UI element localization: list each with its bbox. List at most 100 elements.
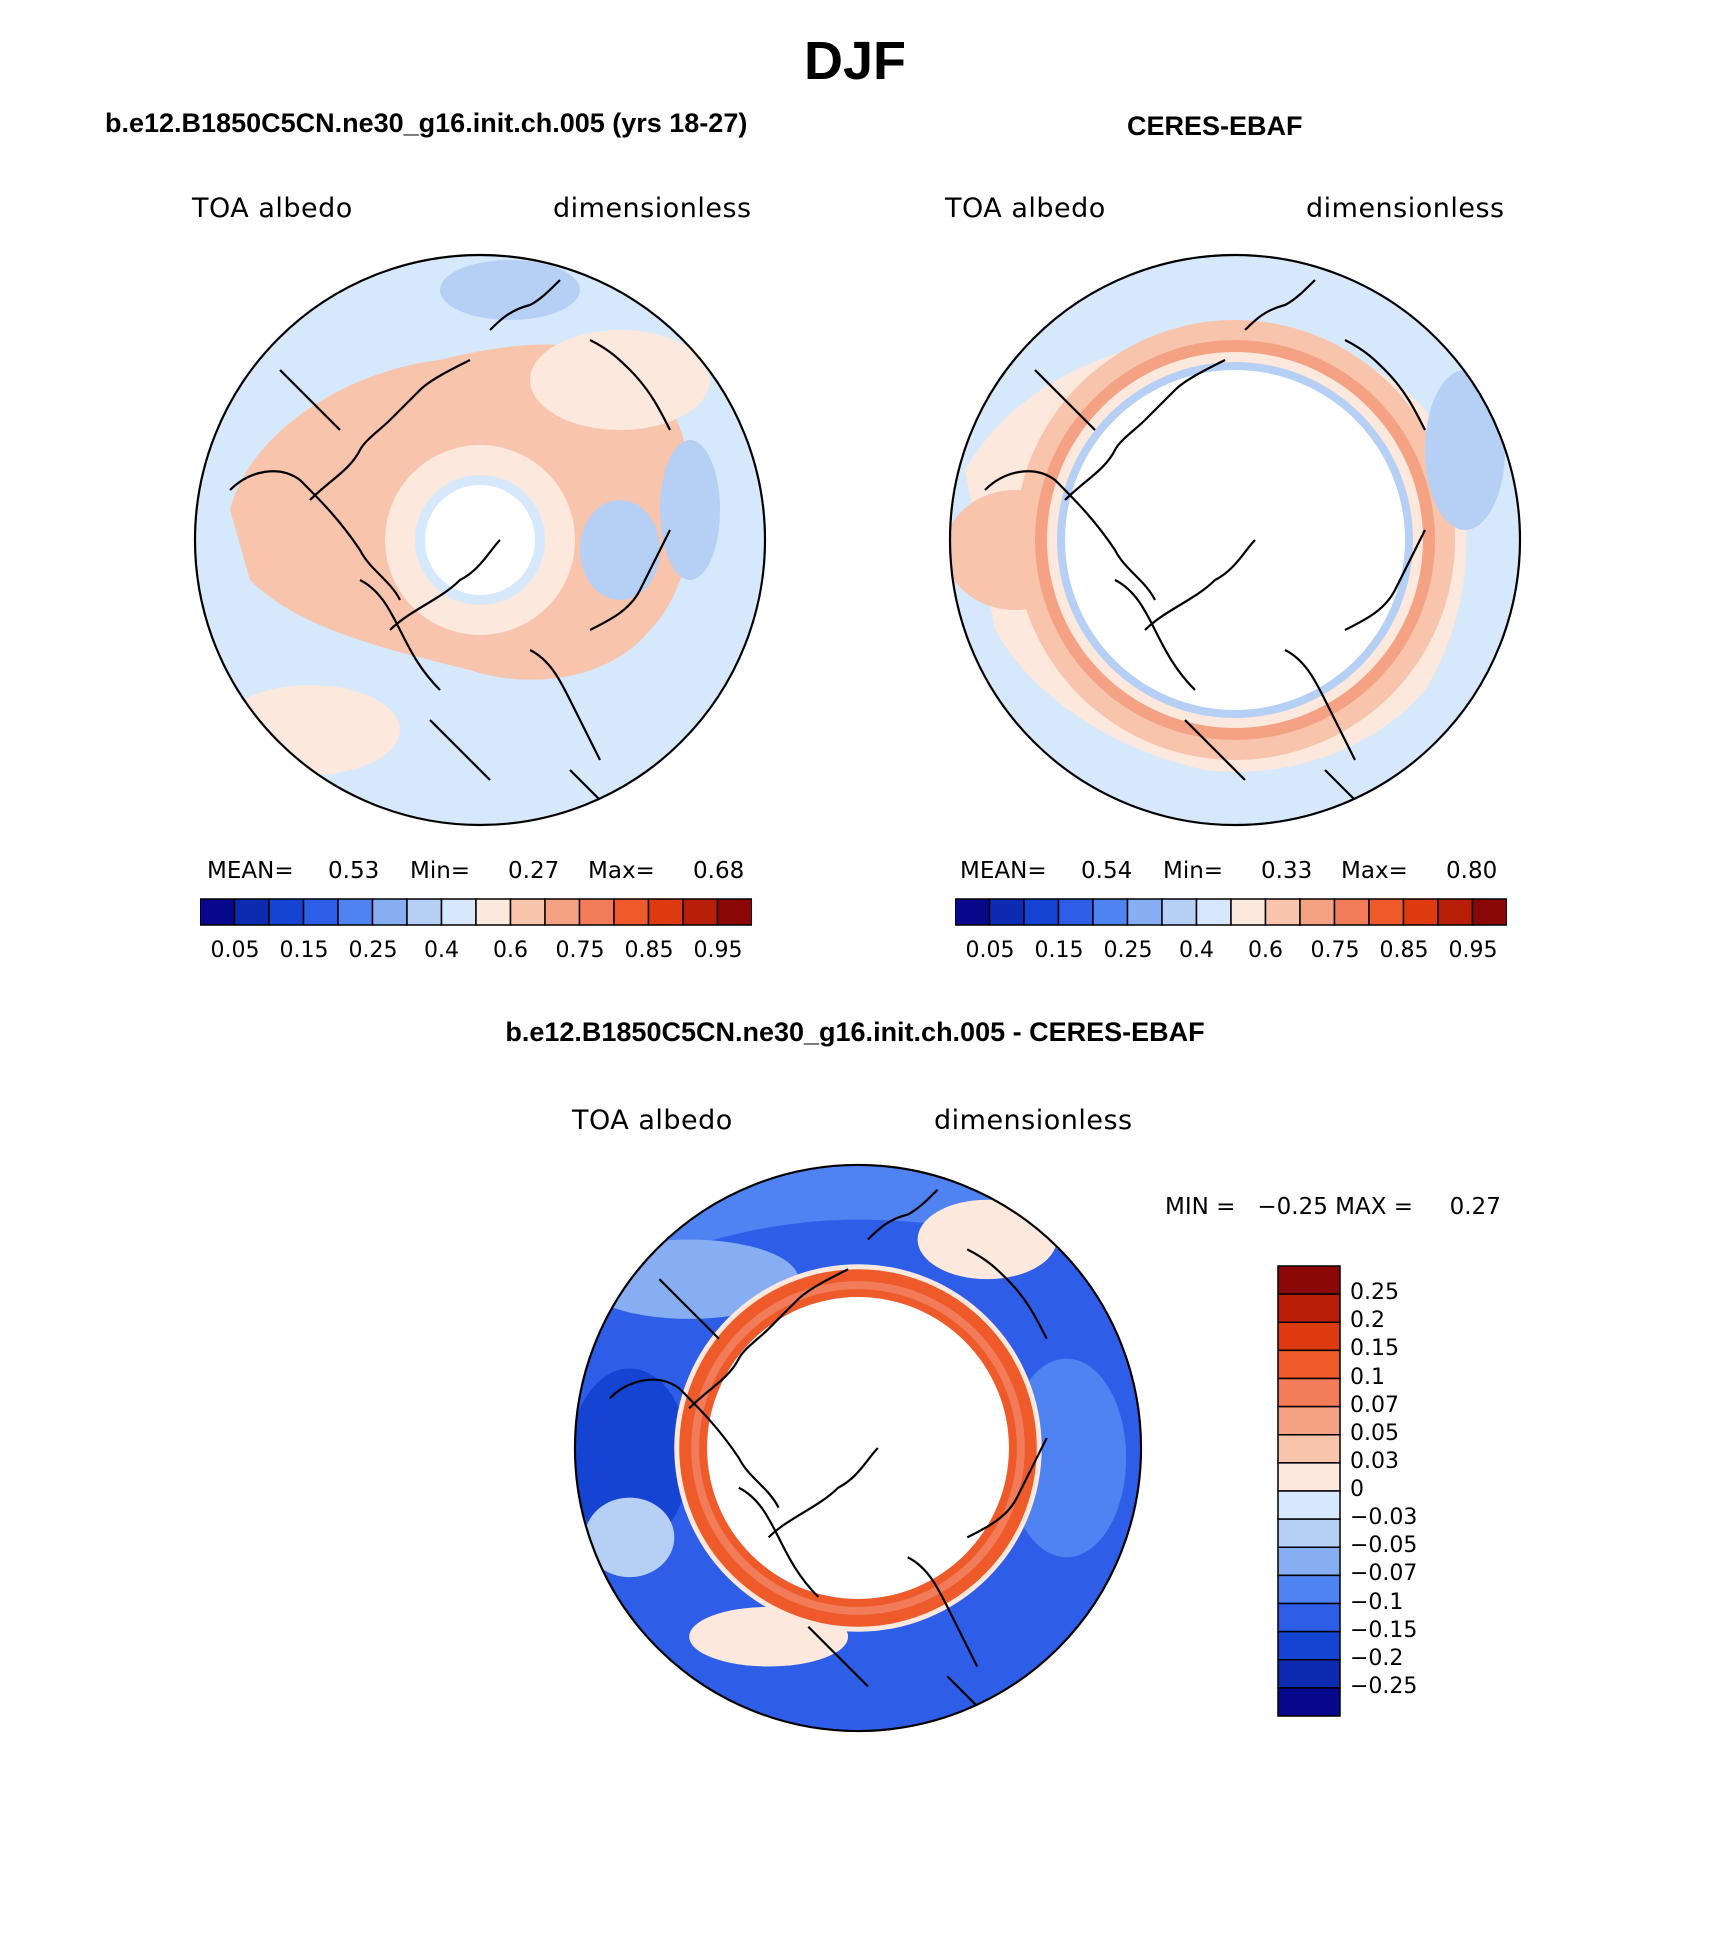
colorbar-swatch — [268, 898, 305, 926]
colorbar-swatch — [1437, 898, 1474, 926]
colorbar-tick-label: 0.6 — [493, 938, 528, 963]
colorbar-swatch — [337, 898, 374, 926]
panel-1-colorbar-ticks: 0.05 0.15 0.25 0.4 0.6 0.75 0.85 0.95 — [195, 938, 755, 968]
missing-data-polar-cap — [707, 1297, 1009, 1599]
map-border — [948, 253, 1522, 827]
colorbar-tick-label: 0.07 — [1350, 1392, 1399, 1418]
colorbar-swatch — [1277, 1659, 1341, 1689]
colorbar-swatch — [1277, 1349, 1341, 1380]
colorbar-swatch — [955, 898, 991, 926]
colorbar-swatch — [1277, 1377, 1341, 1408]
colorbar-tick-label: −0.15 — [1350, 1617, 1418, 1643]
colorbar-swatch — [1277, 1630, 1341, 1661]
panel-2-left-label: TOA albedo — [945, 193, 1106, 224]
difference-region — [917, 1199, 1057, 1280]
coastlines — [984, 279, 1426, 825]
colorbar-tick-label: −0.1 — [1350, 1589, 1404, 1615]
colorbar-swatch — [1402, 898, 1439, 926]
colorbar-swatch — [1277, 1405, 1341, 1436]
colorbar-swatch — [1277, 1490, 1341, 1520]
missing-data-polar-cap — [425, 485, 535, 595]
colorbar-tick-label: 0.15 — [1034, 938, 1084, 963]
colorbar-tick-label: 0.75 — [1310, 938, 1360, 963]
panel-1-left-label: TOA albedo — [192, 193, 353, 224]
colorbar-swatch — [647, 898, 684, 926]
difference-colorbar — [1277, 1265, 1341, 1717]
colorbar-tick-label: −0.07 — [1350, 1561, 1418, 1587]
panel-2-min-label: Min= — [1163, 858, 1224, 884]
albedo-low-region — [660, 440, 720, 580]
colorbar-swatch — [1023, 898, 1060, 926]
panel-2-mean-label: MEAN= — [960, 858, 1047, 884]
colorbar-swatch — [1299, 898, 1336, 926]
colorbar-swatch — [200, 898, 236, 926]
panel-1-colorbar — [200, 898, 752, 926]
colorbar-swatch — [1277, 1574, 1341, 1605]
panel-1-title: b.e12.B1850C5CN.ne30_g16.init.ch.005 (yr… — [105, 108, 748, 138]
colorbar-swatch — [1368, 898, 1405, 926]
colorbar-swatch — [1471, 898, 1507, 926]
panel-2-max-value: 0.80 — [1446, 858, 1498, 884]
missing-data-polar-cap — [1065, 370, 1405, 710]
difference-colorbar-ticks: 0.25 0.2 0.15 0.1 0.07 0.05 0.03 0 −0.03 −0.05 −0.… — [1350, 1265, 1470, 1717]
panel-2-right-label: dimensionless — [1306, 193, 1505, 224]
colorbar-tick-label: 0.85 — [1379, 938, 1429, 963]
colorbar-tick-label: 0 — [1350, 1477, 1364, 1502]
panel-1-mean-label: MEAN= — [207, 858, 294, 884]
colorbar-swatch — [1277, 1321, 1341, 1352]
albedo-low-region — [1425, 370, 1505, 530]
albedo-low-region — [580, 500, 660, 600]
colorbar-tick-label: 0.25 — [348, 938, 398, 963]
colorbar-swatch — [1161, 898, 1198, 926]
colorbar-tick-label: 0.75 — [555, 938, 605, 963]
colorbar-swatch — [1277, 1462, 1341, 1492]
colorbar-swatch — [302, 898, 339, 926]
panel-1-mean-value: 0.53 — [328, 858, 380, 884]
colorbar-swatch — [1230, 898, 1267, 926]
panel-2-mean-value: 0.54 — [1081, 858, 1133, 884]
colorbar-swatch — [509, 898, 546, 926]
difference-region — [584, 1497, 675, 1578]
panel-2-colorbar — [955, 898, 1507, 926]
colorbar-swatch — [544, 898, 581, 926]
figure-title: DJF — [803, 31, 906, 91]
colorbar-swatch — [988, 898, 1025, 926]
colorbar-tick-label: 0.05 — [965, 938, 1015, 963]
colorbar-swatch — [371, 898, 408, 926]
colorbar-swatch — [1277, 1687, 1341, 1717]
difference-left-label: TOA albedo — [572, 1105, 733, 1136]
difference-region — [574, 1368, 690, 1548]
colorbar-tick-label: −0.05 — [1350, 1533, 1418, 1559]
difference-right-label: dimensionless — [934, 1105, 1133, 1136]
colorbar-swatch — [1092, 898, 1129, 926]
colorbar-tick-label: 0.1 — [1350, 1364, 1385, 1390]
albedo-moderate-region — [530, 330, 710, 430]
colorbar-tick-label: 0.03 — [1350, 1448, 1399, 1474]
panel-2-max-label: Max= — [1341, 858, 1408, 884]
albedo-moderate-region — [220, 685, 400, 775]
colorbar-swatch — [1126, 898, 1163, 926]
colorbar-tick-label: 0.15 — [1350, 1336, 1399, 1362]
colorbar-tick-label: 0.4 — [424, 938, 459, 963]
colorbar-swatch — [1057, 898, 1094, 926]
colorbar-tick-label: 0.4 — [1179, 938, 1214, 963]
colorbar-tick-label: 0.15 — [279, 938, 329, 963]
colorbar-swatch — [1277, 1265, 1341, 1295]
panel-1-polar-map — [193, 253, 767, 827]
colorbar-swatch — [1277, 1434, 1341, 1464]
colorbar-tick-label: 0.25 — [1103, 938, 1153, 963]
colorbar-swatch — [406, 898, 443, 926]
difference-title: b.e12.B1850C5CN.ne30_g16.init.ch.005 - C… — [505, 1017, 1205, 1047]
panel-2-polar-map — [948, 253, 1522, 827]
colorbar-tick-label: −0.03 — [1350, 1505, 1418, 1531]
colorbar-swatch — [682, 898, 719, 926]
map-border — [193, 253, 767, 827]
panel-2-min-value: 0.33 — [1261, 858, 1313, 884]
albedo-low-region — [440, 260, 580, 320]
colorbar-swatch — [233, 898, 270, 926]
panel-1-right-label: dimensionless — [553, 193, 752, 224]
colorbar-swatch — [1195, 898, 1232, 926]
colorbar-tick-label: 0.6 — [1248, 938, 1283, 963]
difference-minmax: MIN = −0.25 MAX = 0.27 — [1165, 1194, 1501, 1220]
colorbar-tick-label: −0.2 — [1350, 1645, 1404, 1671]
